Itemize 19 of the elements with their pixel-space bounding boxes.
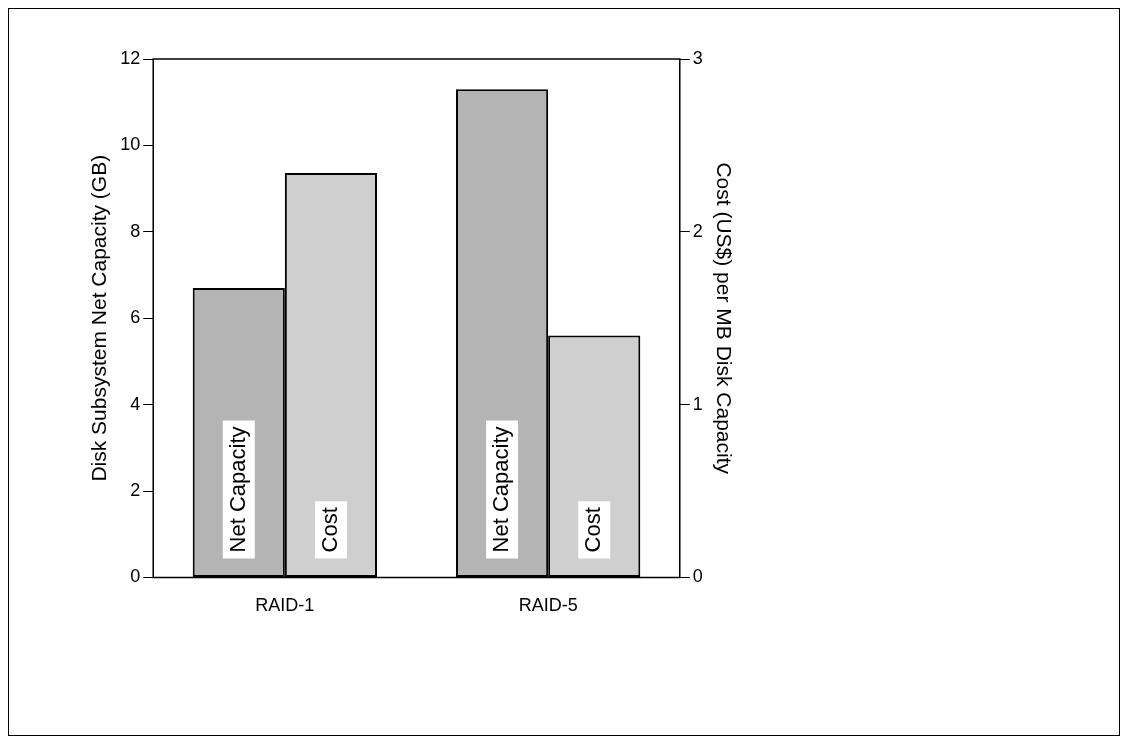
y-tick-label: 2 (130, 479, 141, 500)
y-tick-label: 0 (130, 566, 141, 587)
y2-tick-label: 3 (692, 47, 703, 68)
y2-tick-label: 2 (692, 220, 703, 241)
x-tick-label: RAID-1 (255, 595, 315, 616)
text: Cost (580, 507, 606, 553)
series-label: Cost (317, 507, 342, 553)
y2-axis-title: Cost (US$) per MB Disk Capacity (712, 162, 736, 475)
y-tick-label: 10 (120, 134, 141, 155)
y-tick-label: 12 (120, 47, 141, 68)
y-tick-label: 8 (130, 220, 141, 241)
y2-tick-label: 1 (692, 393, 703, 414)
y-tick-label: 4 (130, 393, 141, 414)
y-axis-title: Disk Subsystem Net Capacity (GB) (87, 154, 111, 482)
text: Net Capacity (488, 426, 514, 553)
series-label: Net Capacity (224, 426, 250, 553)
y-tick-label: 6 (130, 307, 141, 328)
y2-tick-label: 0 (692, 566, 703, 587)
x-tick-label: RAID-5 (518, 595, 578, 616)
